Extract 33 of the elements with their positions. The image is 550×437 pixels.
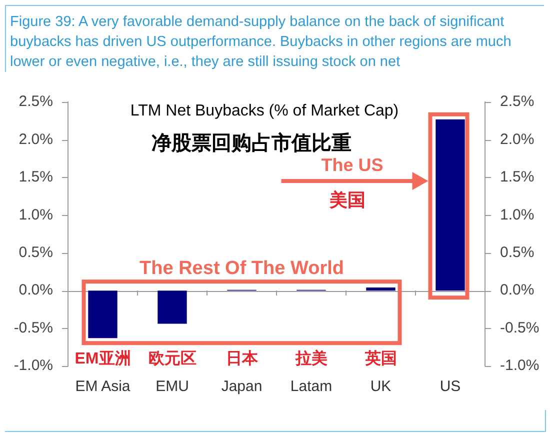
- y2-tick-label: 2.5%: [500, 93, 534, 110]
- chart-title: Figure 39: A very favorable demand-supply balance on the back of significant buybacks has driven US outperformance. Buybacks in other regions are much lower or even negative, i.e., they are still issuing stock on net: [5, 5, 544, 72]
- annotation: 欧元区: [148, 350, 196, 368]
- y2-tick-label: 2.0%: [500, 130, 534, 148]
- y2-tick-label: 1.0%: [500, 206, 534, 224]
- y2-tick-label: -0.5%: [500, 319, 540, 336]
- y-tick-label: -1.0%: [14, 357, 53, 374]
- y-tick-label: 1.0%: [18, 206, 53, 224]
- annotation: 日本: [226, 349, 259, 368]
- annotation: 英国: [364, 349, 397, 368]
- y-tick-label: 2.0%: [18, 130, 53, 148]
- x-tick-label: Latam: [290, 378, 332, 396]
- annotation: 美国: [328, 190, 366, 210]
- annotation: 拉美: [294, 348, 328, 368]
- x-tick-label: UK: [370, 378, 392, 396]
- y-tick-label: 1.5%: [18, 168, 53, 186]
- x-tick-label: EMU: [156, 378, 189, 396]
- annotation: The US: [321, 154, 384, 175]
- annotation: The Rest Of The World: [140, 258, 344, 279]
- y2-tick-label: 1.5%: [500, 168, 534, 186]
- y-tick-label: -0.5%: [14, 319, 53, 336]
- y2-tick-label: 0.0%: [500, 282, 534, 299]
- x-tick-label: EM Asia: [75, 378, 131, 396]
- y-tick-label: 2.5%: [18, 93, 53, 110]
- chart-subtitle: LTM Net Buybacks (% of Market Cap): [130, 102, 399, 120]
- annotation: EM亚洲: [74, 349, 131, 368]
- y2-tick-label: -1.0%: [500, 357, 540, 374]
- y-tick-label: 0.5%: [18, 244, 53, 261]
- annotation: 净股票回购占市值比重: [152, 132, 352, 155]
- x-tick-label: Japan: [221, 378, 262, 396]
- y2-tick-label: 0.5%: [500, 244, 534, 261]
- x-tick-label: US: [440, 378, 461, 396]
- y-tick-label: 0.0%: [18, 282, 53, 299]
